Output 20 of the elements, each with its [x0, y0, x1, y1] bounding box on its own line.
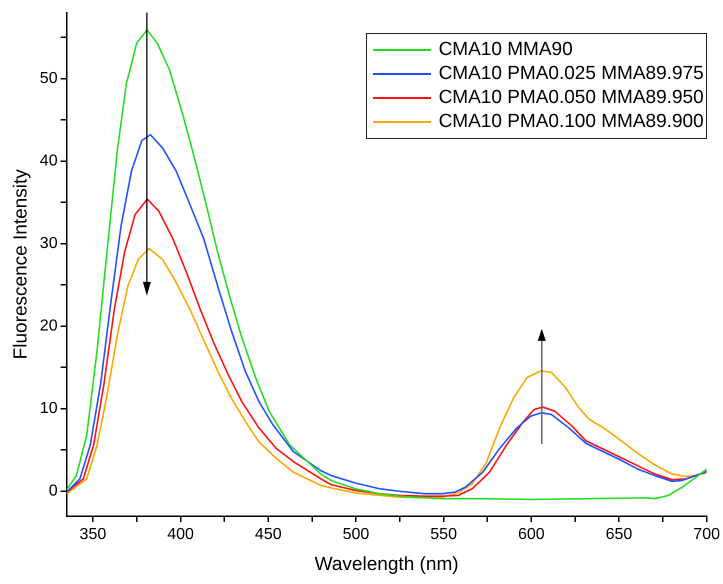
x-tick-label: 600: [518, 526, 545, 544]
x-tick-label: 450: [254, 526, 282, 544]
y-tick-label: 30: [40, 235, 58, 252]
x-tick-label: 400: [167, 526, 194, 544]
x-tick-label: 500: [342, 526, 370, 544]
y-tick-label: 40: [40, 152, 58, 170]
y-tick-label: 50: [40, 70, 58, 88]
x-axis-title: Wavelength (nm): [314, 554, 459, 575]
legend-label: CMA10 PMA0.100 MMA89.900: [438, 110, 704, 134]
x-tick-label: 650: [606, 526, 632, 544]
x-tick-label: 350: [80, 526, 106, 544]
y-tick-label: 20: [40, 318, 58, 335]
legend-label: CMA10 MMA90: [438, 38, 573, 62]
x-tick-label: 700: [693, 526, 720, 544]
x-tick-label: 550: [430, 526, 458, 544]
y-tick-label: 0: [48, 482, 58, 500]
legend-label: CMA10 PMA0.050 MMA89.950: [438, 86, 704, 110]
y-axis-title: Fluorescence Intensity: [10, 168, 32, 360]
y-tick-label: 10: [40, 400, 58, 418]
legend-label: CMA10 PMA0.025 MMA89.975: [438, 62, 704, 86]
